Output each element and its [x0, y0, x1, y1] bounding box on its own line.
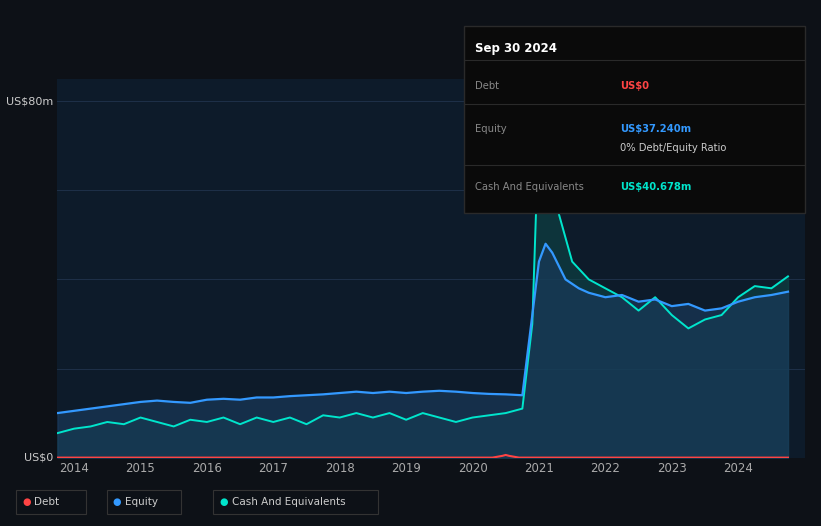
Text: US$0: US$0	[25, 452, 53, 463]
Text: US$37.240m: US$37.240m	[620, 124, 691, 134]
Text: Equity: Equity	[125, 497, 158, 508]
Text: US$40.678m: US$40.678m	[620, 182, 691, 192]
Text: Debt: Debt	[34, 497, 60, 508]
Text: ●: ●	[22, 497, 30, 508]
Text: 0% Debt/Equity Ratio: 0% Debt/Equity Ratio	[620, 144, 727, 154]
Text: US$80m: US$80m	[7, 96, 53, 106]
Text: Sep 30 2024: Sep 30 2024	[475, 42, 557, 55]
Text: Debt: Debt	[475, 82, 498, 92]
Text: ●: ●	[112, 497, 121, 508]
Text: Equity: Equity	[475, 124, 507, 134]
Text: Cash And Equivalents: Cash And Equivalents	[232, 497, 345, 508]
Text: Cash And Equivalents: Cash And Equivalents	[475, 182, 584, 192]
Text: US$0: US$0	[620, 82, 649, 92]
Text: ●: ●	[219, 497, 227, 508]
